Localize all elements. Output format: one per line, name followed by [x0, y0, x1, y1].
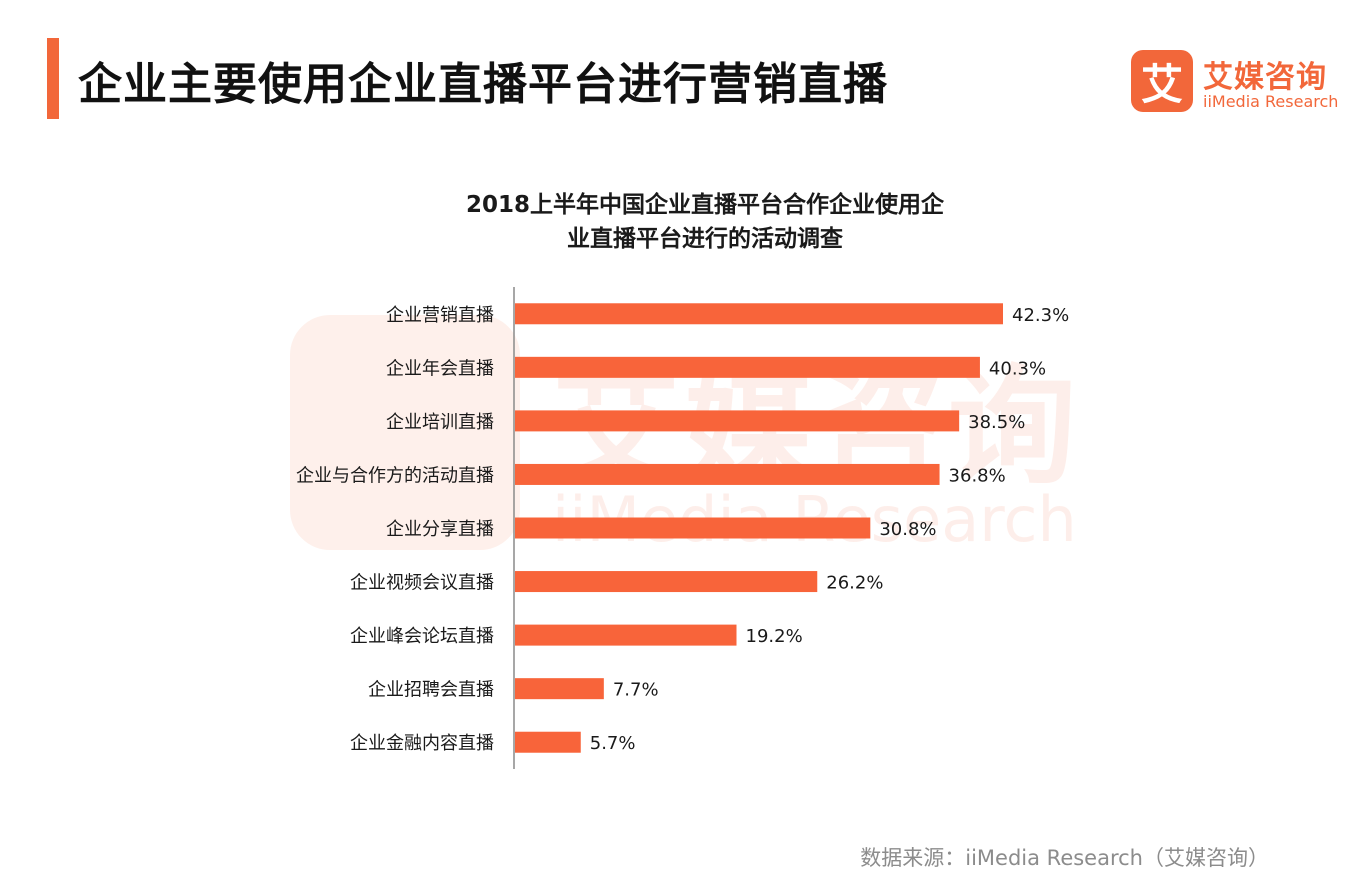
chart-title-line-1: 2018上半年中国企业直播平台合作企业使用企: [465, 192, 944, 218]
data-label: 40.3%: [989, 358, 1046, 379]
bar: [515, 356, 980, 378]
bar: [515, 731, 581, 753]
data-label: 19.2%: [746, 626, 803, 647]
page-title: 企业主要使用企业直播平台进行营销直播: [78, 59, 888, 110]
data-label: 42.3%: [1012, 305, 1069, 326]
bar: [515, 678, 604, 700]
bar: [515, 410, 960, 432]
data-label: 26.2%: [826, 573, 883, 594]
data-label: 5.7%: [590, 733, 636, 754]
category-label: 企业分享直播: [386, 519, 494, 540]
category-label: 企业年会直播: [386, 358, 494, 379]
category-label: 企业培训直播: [386, 412, 494, 433]
data-label: 36.8%: [949, 465, 1006, 486]
chart-title-line-2: 业直播平台进行的活动调查: [567, 226, 843, 252]
category-label: 企业营销直播: [386, 305, 494, 326]
title-accent-bar: [47, 38, 59, 119]
category-label: 企业金融内容直播: [350, 733, 494, 754]
bar: [515, 517, 871, 539]
bar: [515, 303, 1003, 325]
bar: [515, 571, 818, 593]
data-label: 7.7%: [613, 680, 659, 701]
data-label: 30.8%: [879, 519, 936, 540]
logo-mark-icon: 艾: [1131, 50, 1193, 112]
logo-name-en: iiMedia Research: [1203, 92, 1339, 111]
category-label: 企业与合作方的活动直播: [296, 465, 494, 486]
brand-logo: 艾 艾媒咨询 iiMedia Research: [1131, 50, 1351, 114]
source-note: 数据来源：iiMedia Research（艾媒咨询）: [860, 846, 1269, 870]
data-label: 38.5%: [968, 412, 1025, 433]
category-label: 企业视频会议直播: [350, 573, 494, 594]
category-label: 企业招聘会直播: [368, 680, 494, 701]
logo-name-cn: 艾媒咨询: [1203, 60, 1327, 95]
bar: [515, 463, 940, 485]
chart-title: 2018上半年中国企业直播平台合作企业使用企 业直播平台进行的活动调查: [405, 188, 1005, 256]
bar: [515, 624, 737, 646]
category-label: 企业峰会论坛直播: [350, 626, 494, 647]
